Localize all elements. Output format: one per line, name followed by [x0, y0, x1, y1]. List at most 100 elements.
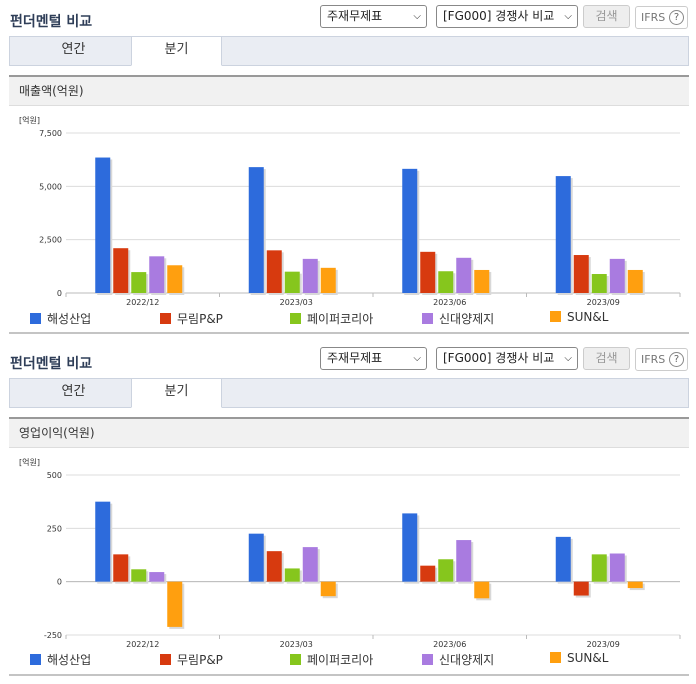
legend-item[interactable]: 무림P&P [160, 310, 223, 327]
bar [609, 553, 625, 582]
bar [456, 257, 472, 293]
legend-label: 해성산업 [47, 312, 92, 326]
bar [248, 167, 264, 293]
bar [474, 581, 490, 599]
bar [113, 248, 129, 293]
chevron-down-icon: ⌵ [564, 11, 572, 22]
period-tabs: 연간 분기 [9, 378, 689, 408]
bar [149, 572, 165, 582]
legend-item[interactable]: 신대양제지 [422, 651, 494, 668]
legend-swatch [422, 313, 433, 324]
y-tick-label: 7,500 [39, 129, 62, 138]
legend-label: SUN&L [567, 310, 609, 324]
revenue-chart: [억원] 7,500 5,000 2,500 0 2022/12 2023/03 2023/0… [19, 115, 681, 307]
tab-annual[interactable]: 연간 [61, 42, 86, 57]
x-tick-label: 2022/12 [126, 298, 159, 307]
statement-select[interactable]: 주재무제표 ⌵ [320, 347, 427, 370]
bar [320, 581, 336, 597]
legend-item[interactable]: 해성산업 [30, 651, 91, 668]
bar [149, 256, 165, 293]
panel-title: 펀더멘털 비교 [10, 356, 93, 372]
x-tick-label: 2022/12 [126, 640, 159, 649]
bar [320, 267, 336, 293]
ifrs-label: IFRS [641, 353, 666, 366]
search-button[interactable]: 검색 [583, 347, 630, 370]
section-title: 영업이익(억원) [9, 417, 689, 448]
x-tick-label: 2023/06 [433, 640, 466, 649]
x-tick-label: 2023/09 [587, 298, 620, 307]
legend-swatch [290, 313, 301, 324]
search-button[interactable]: 검색 [583, 5, 630, 28]
legend-item[interactable]: 페이퍼코리아 [290, 651, 373, 668]
panel-title: 펀더멘털 비교 [10, 14, 93, 30]
tab-quarterly[interactable]: 분기 [131, 36, 222, 66]
peer-select[interactable]: [FG000] 경쟁사 비교 ⌵ [436, 347, 578, 370]
legend-item[interactable]: 무림P&P [160, 651, 223, 668]
y-tick-label: -250 [44, 631, 62, 640]
legend-item[interactable]: 페이퍼코리아 [290, 310, 373, 327]
bar [284, 271, 300, 293]
tab-quarterly[interactable]: 분기 [131, 378, 222, 408]
bar [284, 568, 300, 582]
legend-label: 신대양제지 [439, 653, 495, 667]
legend-swatch [550, 652, 561, 663]
y-tick-label: 250 [47, 524, 62, 533]
legend-label: 신대양제지 [439, 312, 495, 326]
bar [95, 157, 111, 293]
chevron-down-icon: ⌵ [413, 353, 421, 364]
peer-select[interactable]: [FG000] 경쟁사 비교 ⌵ [436, 5, 578, 28]
statement-select-value: 주재무제표 [327, 9, 383, 23]
bar [167, 581, 183, 627]
divider [9, 332, 689, 334]
ifrs-label: IFRS [641, 11, 666, 24]
tab-annual[interactable]: 연간 [61, 384, 86, 399]
x-tick-label: 2023/06 [433, 298, 466, 307]
bar [402, 168, 418, 293]
bar [266, 250, 282, 293]
bar [627, 269, 643, 293]
bar [131, 569, 147, 582]
period-tabs: 연간 분기 [9, 36, 689, 66]
bar [113, 554, 129, 582]
ifrs-help-button[interactable]: IFRS ? [635, 348, 688, 371]
statement-select[interactable]: 주재무제표 ⌵ [320, 5, 427, 28]
legend-label: 해성산업 [47, 653, 92, 667]
bar [591, 554, 607, 582]
bar [438, 271, 454, 293]
chevron-down-icon: ⌵ [413, 11, 421, 22]
x-tick-label: 2023/03 [280, 298, 313, 307]
unit-label: [억원] [19, 457, 40, 467]
legend-label: 무림P&P [177, 653, 223, 667]
ifrs-help-button[interactable]: IFRS ? [635, 6, 688, 29]
unit-label: [억원] [19, 115, 40, 125]
chevron-down-icon: ⌵ [564, 353, 572, 364]
bar [555, 176, 571, 293]
legend-label: 무림P&P [177, 312, 223, 326]
bar [167, 265, 183, 293]
bar [456, 540, 472, 582]
panel-operating-income: 펀더멘털 비교 주재무제표 ⌵ [FG000] 경쟁사 비교 ⌵ 검색 IFRS… [0, 342, 696, 684]
bar [420, 251, 436, 293]
legend-swatch [422, 654, 433, 665]
legend-item[interactable]: SUN&L [550, 651, 608, 665]
legend-swatch [160, 313, 171, 324]
y-tick-label: 2,500 [39, 236, 62, 245]
legend-label: SUN&L [567, 651, 609, 665]
bar [420, 565, 436, 582]
legend-item[interactable]: 신대양제지 [422, 310, 494, 327]
legend-swatch [30, 313, 41, 324]
help-icon: ? [669, 10, 684, 25]
bar [555, 536, 571, 582]
help-icon: ? [669, 352, 684, 367]
y-tick-label: 500 [47, 471, 62, 480]
peer-select-value: [FG000] 경쟁사 비교 [443, 351, 555, 365]
y-tick-label: 5,000 [39, 182, 62, 191]
legend-item[interactable]: 해성산업 [30, 310, 91, 327]
bar [438, 559, 454, 582]
bar [248, 533, 264, 582]
peer-select-value: [FG000] 경쟁사 비교 [443, 9, 555, 23]
legend-swatch [290, 654, 301, 665]
legend-item[interactable]: SUN&L [550, 310, 608, 324]
legend-swatch [30, 654, 41, 665]
bar [266, 551, 282, 582]
